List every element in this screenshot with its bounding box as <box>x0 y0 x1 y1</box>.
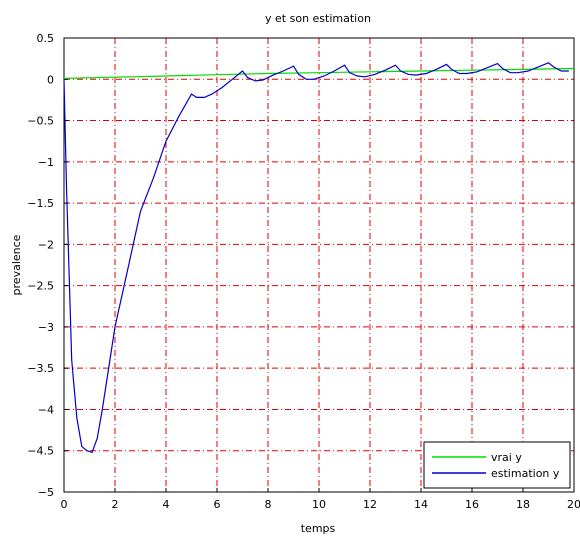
y-tick-label: −1.5 <box>27 197 54 210</box>
y-axis-label: prevalence <box>10 234 23 295</box>
x-tick-label: 4 <box>163 498 170 511</box>
y-tick-label: −2.5 <box>27 280 54 293</box>
x-tick-label: 2 <box>112 498 119 511</box>
chart-title: y et son estimation <box>265 12 371 25</box>
x-axis-label: temps <box>301 522 336 535</box>
legend-label-estimation-y: estimation y <box>491 467 560 480</box>
x-tick-label: 12 <box>363 498 377 511</box>
y-tick-label: −1 <box>38 156 54 169</box>
y-tick-label: −4.5 <box>27 445 54 458</box>
series-group <box>63 62 575 454</box>
x-tick-label: 6 <box>214 498 221 511</box>
y-tick-label: −3.5 <box>27 362 54 375</box>
y-tick-label: −4 <box>38 403 54 416</box>
y-tick-label: −3 <box>38 321 54 334</box>
series-line-vrai-y <box>63 67 575 79</box>
legend-label-vrai-y: vrai y <box>491 451 522 464</box>
x-tick-label: 20 <box>567 498 580 511</box>
axis-ticks: 0 2 4 6 8 10 12 14 16 18 20 0.5 0 −0.5 −1 −1.5 −2 −2.5 −3 −… <box>27 32 580 511</box>
x-tick-label: 0 <box>61 498 68 511</box>
x-tick-label: 16 <box>465 498 479 511</box>
x-tick-label: 10 <box>312 498 326 511</box>
x-tick-label: 14 <box>414 498 428 511</box>
x-tick-label: 8 <box>265 498 272 511</box>
series-line-estimation-y <box>63 62 569 454</box>
y-tick-label: 0.5 <box>37 32 55 45</box>
legend: vrai y estimation y <box>423 441 571 489</box>
y-tick-label: −2 <box>38 238 54 251</box>
y-tick-label: −5 <box>38 486 54 499</box>
x-tick-label: 18 <box>516 498 530 511</box>
y-tick-label: −0.5 <box>27 115 54 128</box>
y-tick-label: 0 <box>47 73 54 86</box>
legend-box <box>423 441 571 489</box>
